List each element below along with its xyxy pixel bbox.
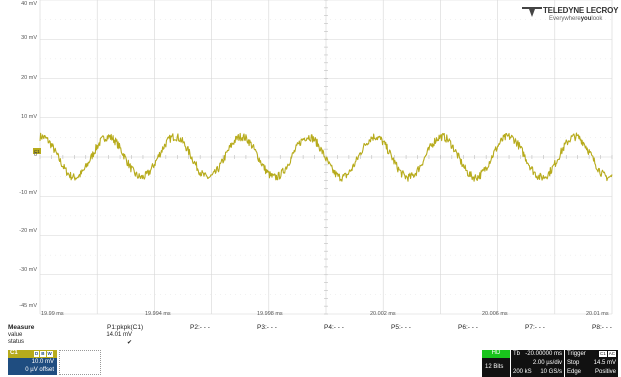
timebase-label: Tb (513, 351, 521, 357)
timebase-per-div: 2.00 µs/div (532, 360, 562, 366)
tagline-bold: you (580, 16, 592, 22)
y-tick-label: 0 (33, 152, 37, 158)
channel-tag: B (40, 351, 46, 357)
channel-1-offset: 0 µV offset (25, 367, 54, 373)
timebase-samples: 200 kS (513, 369, 532, 375)
channel-1-settings: 10.0 mV 0 µV offset (8, 358, 57, 375)
y-tick-label: 20 mV (21, 75, 37, 81)
bits-value: 12 Bits (485, 364, 504, 370)
measure-value-label: value (8, 332, 23, 338)
trigger-label: Trigger (567, 351, 586, 357)
tagline-part: Everywhere (549, 16, 581, 22)
y-tick-label: 40 mV (21, 1, 37, 7)
brand-tagline: Everywhereyoulook (549, 16, 602, 22)
wave-logo-icon (522, 7, 542, 17)
x-tick-label: 19.99 ms (41, 311, 64, 317)
trigger-tag: AC (607, 351, 616, 357)
trigger-descriptor[interactable]: Trigger C1 AC Stop 14.5 mV Edge Positive (565, 350, 618, 377)
y-tick-label: -10 mV (19, 190, 37, 196)
empty-descriptor-slot[interactable] (59, 350, 101, 375)
trigger-type: Edge (567, 369, 582, 375)
trigger-slope: Positive (594, 369, 616, 375)
y-tick-label: 30 mV (21, 35, 37, 41)
bits-box[interactable]: 12 Bits (482, 358, 510, 377)
channel-tag: W (46, 351, 53, 357)
measure-param-p5[interactable]: P5:- - - (391, 324, 411, 331)
channel-marker-flag (33, 148, 41, 154)
channel-1-trace (39, 132, 613, 182)
channel-1-name: C1 (10, 350, 18, 356)
measure-status-label: status (8, 339, 25, 345)
x-tick-label: 19.998 ms (257, 311, 283, 317)
measure-param-p2[interactable]: P2:- - - (190, 324, 210, 331)
x-tick-label: 20.002 ms (370, 311, 396, 317)
measure-p1-status-check-icon: ✔ (126, 340, 132, 346)
trigger-mode: Stop (567, 360, 580, 366)
channel-marker[interactable]: C1 (33, 148, 41, 154)
measure-param-p1[interactable]: P1:pkpk(C1) (107, 324, 144, 331)
channel-tag: D (34, 351, 40, 357)
y-tick-label: -30 mV (19, 267, 37, 273)
teledyne-lecroy-logo: TELEDYNE LECROY Everywhereyoulook (520, 5, 619, 27)
trigger-tags: C1 AC (598, 351, 616, 358)
hd-mode-badge[interactable]: HD (482, 350, 510, 358)
timebase-sample-rate: 10 GS/s (540, 369, 562, 375)
timebase-delay: -20.00000 ms (525, 351, 562, 357)
waveform-plot[interactable]: C1 (0, 0, 621, 318)
measure-param-p8[interactable]: P8:- - - (592, 324, 612, 331)
trigger-level: 14.5 mV (593, 360, 616, 366)
measure-title: Measure (8, 324, 35, 331)
channel-1-vdiv: 10.0 mV (31, 359, 54, 365)
tagline-part: look (591, 16, 603, 22)
measure-param-p6[interactable]: P6:- - - (458, 324, 478, 331)
measure-p1-value: 14.01 mV (106, 332, 132, 338)
y-tick-label: -20 mV (19, 228, 37, 234)
channel-marker-label: C1 (34, 149, 40, 154)
measure-param-p4[interactable]: P4:- - - (324, 324, 344, 331)
measure-param-p7[interactable]: P7:- - - (525, 324, 545, 331)
y-tick-label: -45 mV (19, 303, 37, 309)
trigger-tag: C1 (598, 351, 607, 357)
timebase-descriptor[interactable]: Tb -20.00000 ms 2.00 µs/div 200 kS 10 GS… (511, 350, 564, 377)
x-tick-label: 20.01 ms (586, 311, 609, 317)
measure-param-p3[interactable]: P3:- - - (257, 324, 277, 331)
x-tick-label: 19.994 ms (145, 311, 171, 317)
brand-name: TELEDYNE LECROY (543, 6, 619, 15)
y-tick-label: 10 mV (21, 114, 37, 120)
x-tick-label: 20.006 ms (482, 311, 508, 317)
